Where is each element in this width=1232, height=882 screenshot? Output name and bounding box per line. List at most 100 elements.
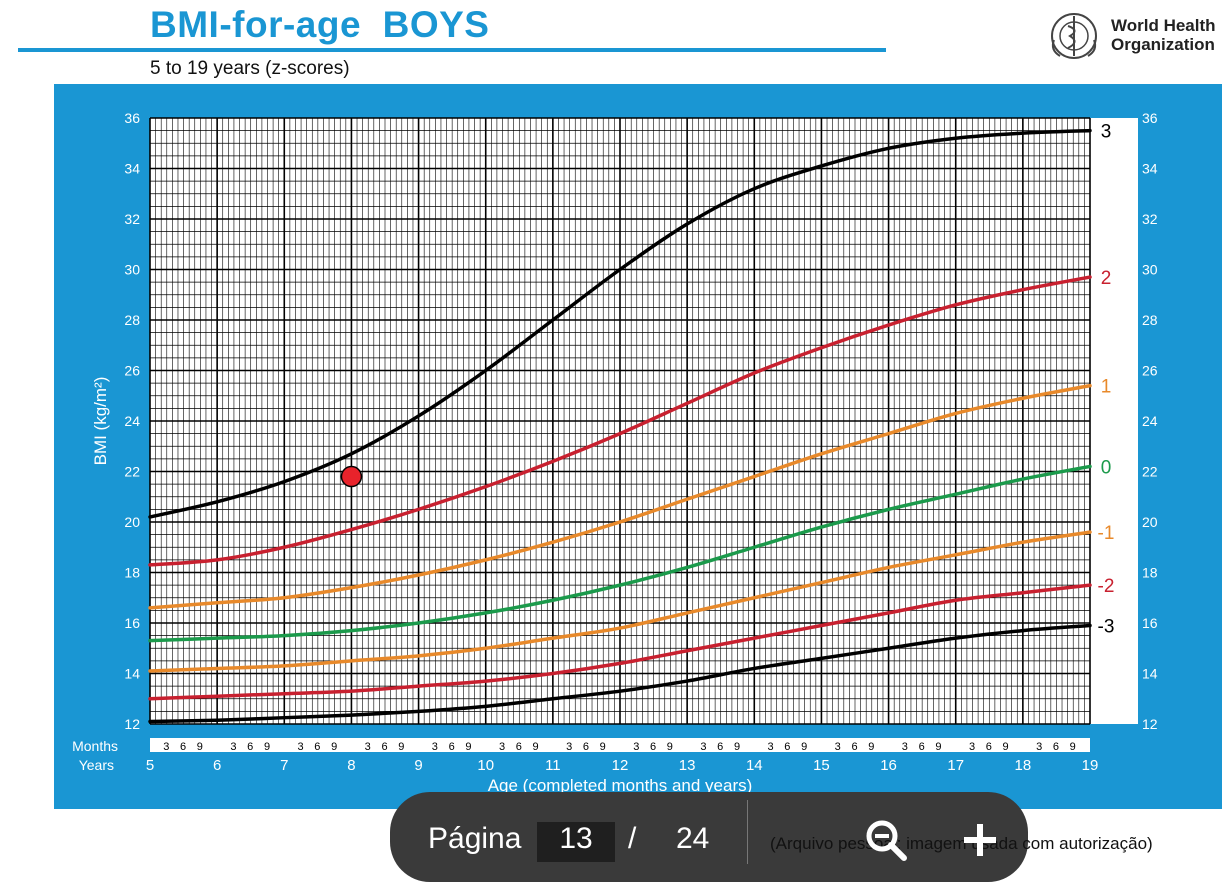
- month-tick-label: 6: [851, 741, 857, 753]
- zscore-line-0: [148, 464, 1092, 643]
- month-row: [150, 738, 1090, 752]
- month-tick-label: 9: [398, 741, 404, 753]
- month-tick-label: 3: [432, 741, 438, 753]
- zoom-in-icon[interactable]: [958, 818, 1002, 862]
- y-tick-label-right: 16: [1142, 615, 1158, 631]
- month-tick-label: 3: [633, 741, 639, 753]
- month-tick-label: 3: [969, 741, 975, 753]
- month-tick-label: 9: [600, 741, 606, 753]
- zscore-line-2: [148, 275, 1092, 567]
- who-name: World Health Organization: [1111, 16, 1216, 54]
- year-tick-label: 17: [947, 757, 964, 774]
- month-tick-label: 3: [700, 741, 706, 753]
- viewer-divider: [747, 800, 748, 864]
- page-number-box[interactable]: [537, 822, 615, 862]
- page-label: Página: [428, 822, 522, 855]
- y-tick-label-left: 34: [124, 161, 140, 177]
- title-underline: [18, 48, 886, 52]
- y-tick-label-left: 24: [124, 413, 140, 429]
- year-tick-label: 9: [414, 757, 422, 774]
- month-tick-label: 3: [902, 741, 908, 753]
- who-logo: World Health Organization: [1048, 10, 1226, 62]
- month-tick-label: 3: [499, 741, 505, 753]
- year-tick-label: 7: [280, 757, 288, 774]
- month-tick-label: 9: [465, 741, 471, 753]
- y-tick-label-left: 16: [124, 615, 140, 631]
- month-tick-label: 9: [331, 741, 337, 753]
- y-tick-label-left: 26: [124, 363, 140, 379]
- year-tick-label: 14: [746, 757, 763, 774]
- zscore-label--1: -1: [1098, 523, 1115, 544]
- page-total: 24: [676, 822, 710, 855]
- zscore-label-1: 1: [1101, 377, 1112, 398]
- month-tick-label: 3: [365, 741, 371, 753]
- y-tick-label-right: 18: [1142, 565, 1158, 581]
- month-tick-label: 6: [583, 741, 589, 753]
- month-tick-label: 6: [784, 741, 790, 753]
- zscore-label--3: -3: [1098, 617, 1115, 638]
- y-tick-label-left: 12: [124, 716, 140, 732]
- zoom-out-icon[interactable]: [864, 818, 908, 862]
- month-tick-label: 9: [868, 741, 874, 753]
- y-tick-label-right: 34: [1142, 161, 1158, 177]
- y-tick-label-left: 28: [124, 312, 140, 328]
- years-row-label: Years: [79, 757, 114, 773]
- month-tick-label: 9: [1003, 741, 1009, 753]
- month-tick-label: 3: [163, 741, 169, 753]
- month-tick-label: 6: [381, 741, 387, 753]
- month-tick-label: 6: [449, 741, 455, 753]
- chart-title: BMI-for-age BOYS: [150, 4, 490, 45]
- who-name-line1: World Health: [1111, 16, 1216, 35]
- image-credit: (Arquivo pessoal; imagem usada com autor…: [770, 834, 1153, 853]
- y-tick-label-left: 36: [124, 110, 140, 126]
- month-tick-label: 6: [180, 741, 186, 753]
- zscore-line-1: [148, 383, 1092, 610]
- month-tick-label: 6: [986, 741, 992, 753]
- months-row-label: Months: [72, 738, 118, 754]
- page-separator: /: [628, 822, 637, 855]
- zscore-label-3: 3: [1101, 122, 1112, 143]
- y-tick-label-right: 26: [1142, 363, 1158, 379]
- zscore-line--3: [148, 623, 1092, 724]
- year-tick-label: 5: [146, 757, 154, 774]
- y-tick-label-right: 20: [1142, 514, 1158, 530]
- y-tick-label-left: 20: [124, 514, 140, 530]
- y-tick-label-left: 18: [124, 565, 140, 581]
- month-tick-label: 6: [516, 741, 522, 753]
- year-tick-label: 18: [1015, 757, 1032, 774]
- month-tick-label: 6: [650, 741, 656, 753]
- y-tick-label-right: 12: [1142, 716, 1158, 732]
- year-tick-label: 19: [1082, 757, 1099, 774]
- month-tick-label: 3: [298, 741, 304, 753]
- month-tick-label: 6: [247, 741, 253, 753]
- month-tick-label: 9: [935, 741, 941, 753]
- y-tick-label-right: 14: [1142, 666, 1158, 682]
- year-tick-label: 11: [545, 757, 561, 774]
- month-tick-label: 6: [1053, 741, 1059, 753]
- year-tick-label: 16: [880, 757, 897, 774]
- month-tick-label: 9: [533, 741, 539, 753]
- month-tick-label: 9: [1070, 741, 1076, 753]
- year-tick-label: 12: [612, 757, 629, 774]
- month-tick-label: 3: [1036, 741, 1042, 753]
- year-tick-label: 8: [347, 757, 355, 774]
- month-tick-label: 6: [717, 741, 723, 753]
- month-tick-label: 9: [801, 741, 807, 753]
- chart-subtitle: 5 to 19 years (z-scores): [150, 58, 350, 79]
- month-tick-label: 6: [314, 741, 320, 753]
- year-tick-label: 15: [813, 757, 830, 774]
- month-tick-label: 9: [734, 741, 740, 753]
- y-axis-title: BMI (kg/m²): [91, 377, 110, 466]
- y-tick-label-right: 36: [1142, 110, 1158, 126]
- y-tick-label-left: 30: [124, 262, 140, 278]
- month-tick-label: 3: [230, 741, 236, 753]
- month-tick-label: 9: [667, 741, 673, 753]
- month-tick-label: 6: [919, 741, 925, 753]
- month-tick-label: 3: [566, 741, 572, 753]
- x-axis-title: Age (completed months and years): [488, 776, 753, 795]
- zscore-label-0: 0: [1101, 457, 1112, 478]
- page-number-input[interactable]: 13: [559, 822, 593, 855]
- year-tick-label: 13: [679, 757, 696, 774]
- y-tick-label-right: 24: [1142, 413, 1158, 429]
